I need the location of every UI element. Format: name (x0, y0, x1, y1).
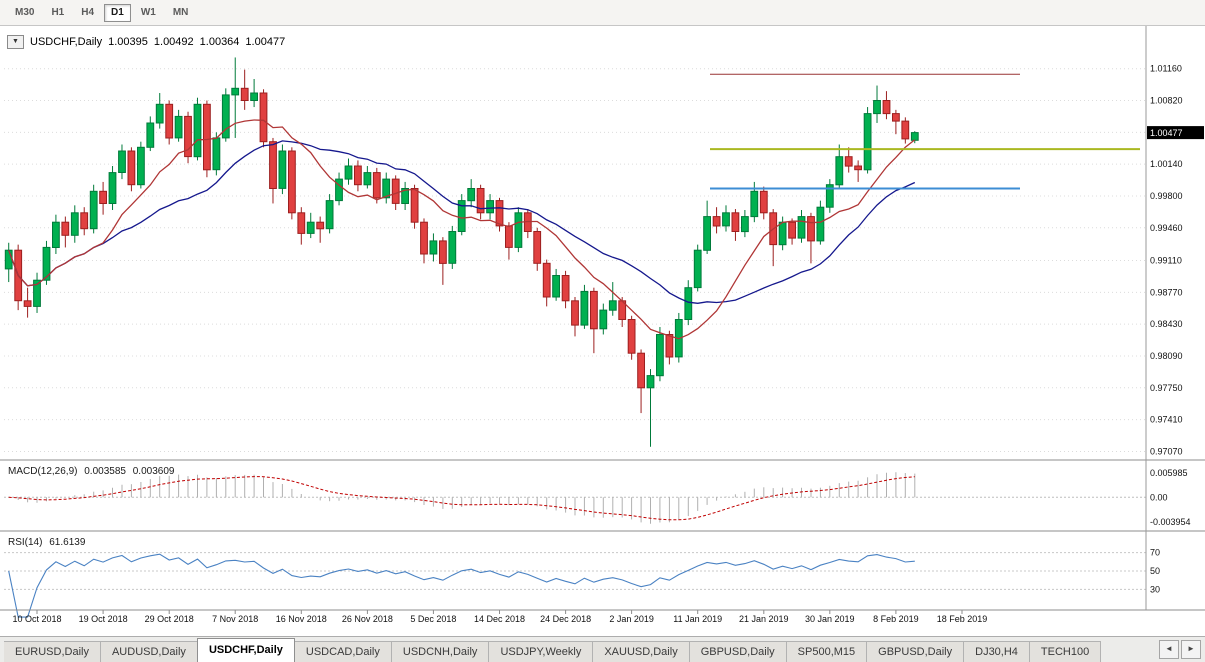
svg-text:2 Jan 2019: 2 Jan 2019 (609, 614, 654, 624)
svg-text:1.00820: 1.00820 (1150, 96, 1183, 106)
svg-text:26 Nov 2018: 26 Nov 2018 (342, 614, 393, 624)
svg-text:30: 30 (1150, 584, 1160, 594)
chart-canvas[interactable]: 1.01160 1.00820 1.00140 0.99800 0.99460 0.991… (0, 26, 1205, 636)
svg-text:8 Feb 2019: 8 Feb 2019 (873, 614, 919, 624)
chart-tab-gbpusd-daily[interactable]: GBPUSD,Daily (688, 641, 787, 662)
svg-text:0.00: 0.00 (1150, 492, 1168, 502)
svg-text:14 Dec 2018: 14 Dec 2018 (474, 614, 525, 624)
svg-text:0.97070: 0.97070 (1150, 446, 1183, 456)
ma-fast-line (8, 119, 916, 340)
chart-open-value: 1.00395 (108, 36, 148, 48)
svg-text:-0.003954: -0.003954 (1150, 517, 1191, 527)
rsi-indicator-label: RSI(14) 61.6139 (8, 537, 89, 548)
svg-text:0.98090: 0.98090 (1150, 351, 1183, 361)
chart-close-value: 1.00477 (245, 36, 286, 48)
chart-tab-dj30-h4[interactable]: DJ30,H4 (963, 641, 1030, 662)
svg-text:29 Oct 2018: 29 Oct 2018 (145, 614, 194, 624)
timeframe-button-h4[interactable]: H4 (74, 4, 101, 22)
svg-text:24 Dec 2018: 24 Dec 2018 (540, 614, 591, 624)
tabs-scroll-right-button[interactable]: ► (1181, 640, 1201, 659)
chart-low-value: 1.00364 (199, 36, 240, 48)
ma-slow-line (8, 140, 916, 304)
timeframe-toolbar: M30 H1 H4 D1 W1 MN (0, 0, 1205, 26)
timeframe-button-w1[interactable]: W1 (134, 4, 163, 22)
svg-text:0.99800: 0.99800 (1150, 191, 1183, 201)
svg-text:1.01160: 1.01160 (1150, 64, 1182, 74)
chart-tab-usdcad-daily[interactable]: USDCAD,Daily (293, 641, 392, 662)
chart-tab-usdchf-daily[interactable]: USDCHF,Daily (196, 638, 295, 662)
chart-tab-audusd-daily[interactable]: AUDUSD,Daily (99, 641, 198, 662)
timeframe-button-d1[interactable]: D1 (104, 3, 131, 22)
chart-tab-usdcnh-daily[interactable]: USDCNH,Daily (390, 641, 490, 662)
date-axis[interactable]: 10 Oct 2018 19 Oct 2018 29 Oct 2018 7 Nov 2… (12, 610, 987, 624)
svg-text:0.98430: 0.98430 (1150, 319, 1183, 329)
timeframe-button-h1[interactable]: H1 (44, 4, 71, 22)
chart-tabs-bar: EURUSD,Daily AUDUSD,Daily USDCHF,Daily USDC… (0, 636, 1205, 662)
chart-tab-xauusd-daily[interactable]: XAUUSD,Daily (592, 641, 690, 662)
tab-scroll-buttons: ◄ ► (1159, 640, 1205, 659)
rsi-name: RSI(14) (8, 537, 43, 548)
svg-text:11 Jan 2019: 11 Jan 2019 (673, 614, 722, 624)
chart-tab-usdjpy-weekly[interactable]: USDJPY,Weekly (488, 641, 594, 662)
tabs-scroll-left-button[interactable]: ◄ (1159, 640, 1179, 659)
svg-text:70: 70 (1150, 548, 1160, 558)
chart-tab-eurusd-daily[interactable]: EURUSD,Daily (4, 641, 101, 662)
chart-dropdown-icon[interactable]: ▼ (7, 35, 24, 49)
current-price-box (1147, 126, 1204, 140)
chart-title: ▼ USDCHF,Daily 1.00395 1.00492 1.00364 1… (7, 35, 285, 49)
svg-text:5 Dec 2018: 5 Dec 2018 (410, 614, 456, 624)
svg-text:0.005985: 0.005985 (1150, 468, 1188, 478)
macd-signal-value: 0.003609 (132, 466, 175, 477)
chart-window: 1.01160 1.00820 1.00140 0.99800 0.99460 0.991… (0, 26, 1205, 636)
macd-signal-line (8, 476, 915, 521)
chart-tabs: EURUSD,Daily AUDUSD,Daily USDCHF,Daily USDC… (4, 638, 1102, 662)
macd-name: MACD(12,26,9) (8, 466, 78, 477)
macd-main-value: 0.003585 (84, 466, 126, 477)
svg-text:7 Nov 2018: 7 Nov 2018 (212, 614, 258, 624)
svg-text:0.97750: 0.97750 (1150, 383, 1183, 393)
svg-text:18 Feb 2019: 18 Feb 2019 (937, 614, 988, 624)
chart-tab-sp500-m15[interactable]: SP500,M15 (785, 641, 868, 662)
svg-text:16 Nov 2018: 16 Nov 2018 (276, 614, 327, 624)
timeframe-button-m30[interactable]: M30 (8, 4, 41, 22)
macd-panel (4, 472, 1146, 524)
svg-text:10 Oct 2018: 10 Oct 2018 (12, 614, 61, 624)
rsi-panel (4, 552, 1146, 618)
macd-axis: 0.005985 0.00 -0.003954 (1150, 468, 1191, 527)
svg-text:1.00140: 1.00140 (1150, 159, 1183, 169)
rsi-value: 61.6139 (49, 537, 86, 548)
svg-text:0.97410: 0.97410 (1150, 415, 1183, 425)
timeframe-button-mn[interactable]: MN (166, 4, 196, 22)
rsi-axis: 70 50 30 (1150, 548, 1160, 595)
rsi-line (8, 553, 915, 618)
svg-text:0.99110: 0.99110 (1150, 256, 1182, 266)
chart-symbol-label: USDCHF,Daily (30, 36, 103, 48)
svg-text:21 Jan 2019: 21 Jan 2019 (739, 614, 789, 624)
chart-tab-gbpusd-daily[interactable]: GBPUSD,Daily (866, 641, 965, 662)
svg-text:0.99460: 0.99460 (1150, 223, 1183, 233)
current-price-label: 1.00477 (1150, 128, 1183, 138)
svg-text:19 Oct 2018: 19 Oct 2018 (79, 614, 128, 624)
chart-high-value: 1.00492 (153, 36, 194, 48)
svg-text:0.98770: 0.98770 (1150, 287, 1183, 297)
price-axis[interactable]: 1.01160 1.00820 1.00140 0.99800 0.99460 0.991… (1147, 64, 1204, 457)
svg-text:30 Jan 2019: 30 Jan 2019 (805, 614, 855, 624)
candles-layer (4, 57, 919, 447)
svg-text:50: 50 (1150, 566, 1160, 576)
macd-indicator-label: MACD(12,26,9) 0.003585 0.003609 (8, 466, 178, 477)
chart-tab-tech100[interactable]: TECH100 (1028, 641, 1102, 662)
